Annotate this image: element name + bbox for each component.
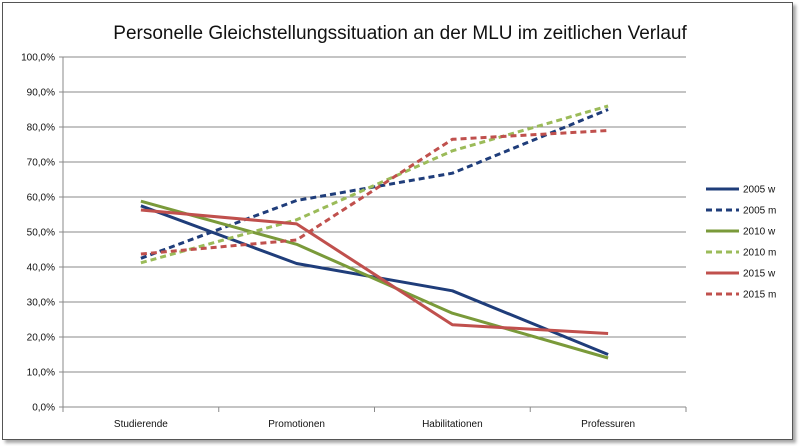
y-tick-label: 60,0%: [27, 193, 55, 204]
y-tick-label: 90,0%: [27, 88, 55, 99]
series-lines: [140, 104, 609, 360]
legend-label: 2005 m: [743, 206, 776, 217]
series-line-2005-m: [140, 108, 609, 260]
line-chart: Personelle Gleichstellungssituation an d…: [21, 23, 776, 430]
series-line-2015-w: [140, 208, 609, 335]
series-line-2015-m: [140, 129, 609, 256]
y-tick-label: 80,0%: [27, 123, 55, 134]
chart-frame: Personelle Gleichstellungssituation an d…: [2, 2, 793, 440]
x-tick-label: Promotionen: [268, 419, 325, 430]
y-tick-label: 50,0%: [27, 228, 55, 239]
chart-title: Personelle Gleichstellungssituation an d…: [113, 23, 687, 44]
x-axis-ticks: Studierende Promotionen Habilitationen Prof…: [62, 407, 687, 430]
x-tick-label: Studierende: [114, 419, 168, 430]
legend-label: 2015 w: [743, 269, 776, 280]
y-tick-label: 100,0%: [21, 53, 55, 64]
x-tick-label: Professuren: [581, 419, 635, 430]
legend-label: 2015 m: [743, 290, 776, 301]
gridlines: [63, 56, 686, 373]
series-line-2010-m: [140, 104, 609, 265]
y-axis-ticks: 0,0% 10,0% 20,0% 30,0% 40,0% 50,0% 60,0% 70,0% 8…: [21, 53, 63, 414]
y-tick-label: 0,0%: [32, 403, 55, 414]
y-tick-label: 40,0%: [27, 263, 55, 274]
y-tick-label: 70,0%: [27, 158, 55, 169]
x-tick-label: Habilitationen: [422, 419, 483, 430]
legend-label: 2010 m: [743, 248, 776, 259]
legend: 2005 w 2005 m 2010 w 2010 m 2015 w 2015 m: [706, 185, 776, 301]
y-tick-label: 10,0%: [27, 368, 55, 379]
legend-label: 2005 w: [743, 185, 776, 196]
series-line-2010-w: [140, 199, 609, 360]
legend-label: 2010 w: [743, 227, 776, 238]
y-tick-label: 30,0%: [27, 298, 55, 309]
y-tick-label: 20,0%: [27, 333, 55, 344]
